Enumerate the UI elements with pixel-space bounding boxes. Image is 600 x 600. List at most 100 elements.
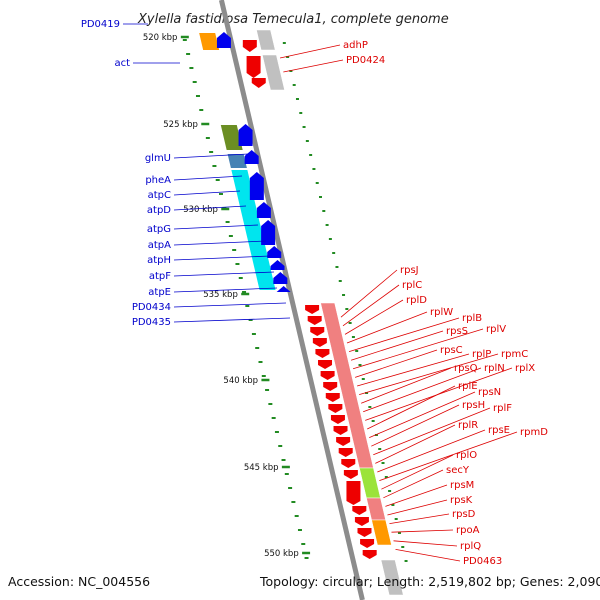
left-gene-label: PD0419	[81, 19, 120, 30]
reverse-gene-arrow	[242, 40, 257, 52]
reverse-gene-arrow	[315, 349, 330, 358]
leader-line	[340, 269, 398, 318]
reverse-gene-arrow	[333, 426, 348, 435]
reverse-gene-arrow	[246, 56, 261, 78]
leader-line	[173, 271, 275, 277]
leader-line	[173, 175, 243, 181]
reverse-gene-arrow	[360, 539, 375, 548]
map-title: Xylella fastidiosa Temecula1, complete g…	[137, 12, 449, 27]
right-gene-label: rpsC	[440, 345, 463, 356]
leader-line	[393, 540, 458, 547]
right-gene-label: rplR	[458, 420, 478, 431]
cog-block	[227, 154, 247, 168]
leader-line	[395, 549, 461, 562]
reverse-gene-arrow	[325, 393, 340, 402]
right-gene-label: rplQ	[460, 541, 481, 552]
right-gene-label: secY	[446, 465, 470, 476]
leader-line	[354, 349, 438, 378]
leader-line	[371, 404, 460, 447]
reverse-gene-arrow	[362, 550, 377, 559]
forward-gene-arrow	[261, 220, 276, 245]
leader-line	[373, 407, 491, 456]
leader-line	[348, 317, 460, 352]
leader-line	[367, 385, 456, 430]
leader-line	[173, 190, 241, 196]
scale-label: 525 kbp	[163, 120, 198, 130]
scale-label: 535 kbp	[203, 290, 238, 300]
reverse-gene-arrow	[354, 517, 369, 526]
leader-line	[173, 287, 278, 293]
inner-tick-marks	[282, 42, 408, 562]
left-gene-label: PD0434	[132, 302, 171, 313]
leader-line	[379, 431, 518, 481]
reverse-gene-arrow	[307, 316, 322, 325]
right-gene-label: rplW	[430, 307, 453, 318]
right-gene-label: rplO	[456, 450, 477, 461]
leader-line	[385, 484, 448, 507]
right-gene-label: rpsE	[488, 425, 510, 436]
forward-gene-arrow	[238, 124, 253, 146]
leader-line	[391, 529, 454, 533]
scale-label: 550 kbp	[264, 549, 299, 559]
right-gene-label: rpoA	[456, 525, 480, 536]
leader-line	[383, 469, 444, 499]
forward-gene-arrow	[273, 272, 288, 284]
forward-gene-arrow	[216, 32, 231, 48]
scale-label: 530 kbp	[183, 205, 218, 215]
reverse-gene-arrow	[341, 459, 356, 468]
reverse-gene-arrow	[305, 305, 320, 314]
left-gene-label: atpD	[147, 205, 171, 216]
forward-gene-arrow	[276, 286, 291, 292]
leader-line	[375, 424, 456, 464]
genome-summary-text: Topology: circular; Length: 2,519,802 bp…	[259, 574, 600, 589]
accession-text: Accession: NC_004556	[8, 574, 150, 589]
right-gene-label: adhP	[343, 40, 368, 51]
leader-line	[369, 391, 476, 438]
reverse-gene-arrow	[336, 437, 351, 446]
cog-block	[256, 29, 276, 51]
right-gene-label: rplV	[486, 324, 506, 335]
right-gene-label: PD0424	[346, 55, 385, 66]
cog-block	[262, 54, 285, 91]
leader-line	[173, 224, 259, 230]
genome-backbone	[218, 0, 365, 600]
cog-block	[366, 497, 386, 521]
right-gene-label: rpsJ	[400, 265, 419, 276]
leader-line	[283, 59, 344, 73]
reverse-gene-arrow	[338, 448, 353, 457]
leader-line	[350, 330, 444, 361]
leader-line	[342, 284, 400, 327]
cog-block	[199, 33, 220, 50]
scale-label: 545 kbp	[244, 463, 279, 473]
scale-label: 540 kbp	[223, 376, 258, 386]
right-gene-label: rplN	[484, 363, 505, 374]
reverse-gene-arrow	[251, 78, 266, 88]
leader-line	[387, 499, 448, 516]
reverse-gene-arrow	[328, 404, 343, 413]
leader-line	[359, 353, 499, 395]
forward-gene-arrow	[267, 246, 282, 258]
cog-color-track	[199, 29, 404, 596]
leader-line	[344, 299, 404, 335]
right-gene-label: rpsS	[446, 326, 468, 337]
leader-line	[363, 367, 482, 413]
right-gene-label: rplC	[402, 280, 422, 291]
reverse-gene-arrow	[330, 415, 345, 424]
reverse-gene-arrow	[310, 327, 325, 336]
left-gene-label: atpA	[148, 240, 171, 251]
left-gene-label: atpH	[147, 255, 171, 266]
leader-line	[173, 255, 271, 261]
right-gene-label: rplX	[515, 363, 535, 374]
left-leader-lines	[123, 23, 291, 323]
leader-line	[377, 429, 486, 473]
right-gene-label: rplF	[493, 403, 512, 414]
reverse-gene-arrow	[357, 528, 372, 537]
cog-block	[231, 170, 276, 290]
cog-block	[371, 519, 392, 546]
right-gene-label: rpsH	[462, 400, 485, 411]
cog-block	[380, 559, 404, 596]
right-gene-label: rplP	[472, 349, 491, 360]
right-gene-label: rplE	[458, 381, 478, 392]
